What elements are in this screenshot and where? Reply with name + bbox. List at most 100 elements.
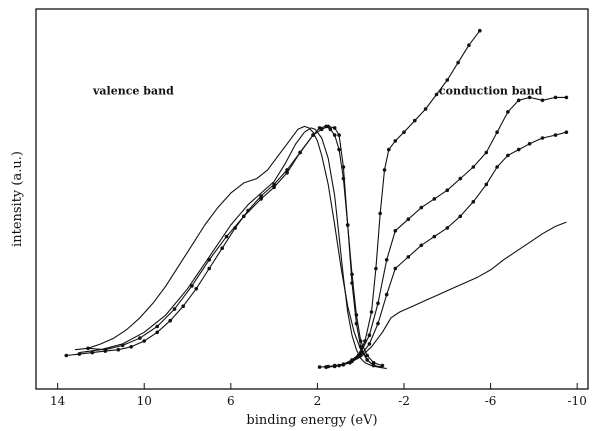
data-point <box>142 339 146 343</box>
data-point <box>341 165 346 169</box>
data-point <box>456 60 460 65</box>
data-point <box>129 345 133 349</box>
x-tick-label: 2 <box>314 394 322 408</box>
data-point <box>553 133 558 137</box>
data-point <box>540 98 545 103</box>
data-point <box>317 126 322 130</box>
series-7 <box>324 130 569 369</box>
data-point <box>259 197 263 201</box>
data-point <box>103 349 108 353</box>
data-point <box>471 200 476 204</box>
x-tick-label: -6 <box>485 394 497 408</box>
series-line <box>326 131 567 368</box>
x-tick-label: -2 <box>398 394 410 408</box>
data-point <box>434 92 439 97</box>
data-point <box>467 43 471 47</box>
data-point <box>350 272 354 277</box>
series-6 <box>324 95 569 369</box>
data-point <box>406 217 411 221</box>
data-point <box>207 266 211 271</box>
data-point <box>376 321 380 326</box>
data-point <box>155 330 159 335</box>
data-point <box>233 226 237 230</box>
data-point <box>432 197 437 201</box>
data-point <box>190 284 194 288</box>
data-point <box>495 165 499 169</box>
data-point <box>419 205 424 210</box>
data-point <box>341 176 346 181</box>
annotation-valence-band: valence band <box>92 85 174 98</box>
data-point <box>181 304 185 309</box>
data-point <box>384 258 389 262</box>
data-point <box>371 363 376 368</box>
annotation-conduction-band: conduction band <box>439 85 543 98</box>
data-point <box>285 171 289 175</box>
series-line <box>326 221 567 368</box>
data-point <box>365 353 370 358</box>
data-point <box>285 168 289 172</box>
data-point <box>172 307 177 311</box>
data-point <box>413 118 417 123</box>
data-point <box>246 208 250 213</box>
data-point <box>516 98 521 103</box>
series-4 <box>64 124 385 368</box>
data-point <box>194 287 198 291</box>
data-point <box>564 95 569 100</box>
data-point <box>324 124 328 129</box>
data-point <box>120 343 125 348</box>
data-point <box>337 133 341 137</box>
data-point <box>484 150 489 155</box>
data-point <box>345 223 350 227</box>
data-point <box>155 324 159 329</box>
data-point <box>553 95 558 100</box>
data-point <box>393 229 398 233</box>
series-2 <box>79 127 387 370</box>
series-line <box>326 96 567 368</box>
data-point <box>458 176 463 181</box>
plot-frame <box>35 8 589 390</box>
data-point <box>387 147 391 152</box>
data-point <box>484 182 489 187</box>
data-point <box>527 142 532 146</box>
data-point <box>207 258 211 262</box>
data-point <box>272 182 276 187</box>
data-point <box>220 246 224 250</box>
data-point <box>332 133 337 137</box>
x-tick-label: -10 <box>568 394 587 408</box>
data-point <box>371 361 376 365</box>
data-point <box>328 127 333 132</box>
data-point <box>478 28 482 33</box>
data-point <box>516 147 521 152</box>
data-point <box>311 133 315 137</box>
x-tick-label: 14 <box>50 394 66 408</box>
data-point <box>337 147 341 152</box>
data-point <box>298 150 302 155</box>
x-axis-title: binding energy (eV) <box>246 413 377 428</box>
data-point <box>393 139 398 143</box>
data-point <box>393 266 398 271</box>
data-point <box>445 226 450 230</box>
data-point <box>90 350 95 355</box>
y-axis-title: intensity (a.u.) <box>10 151 25 247</box>
data-point <box>354 313 359 317</box>
series-layer <box>64 28 569 370</box>
data-point <box>224 234 229 239</box>
data-point <box>419 243 424 248</box>
series-8 <box>326 221 567 368</box>
data-point <box>506 153 510 158</box>
data-point <box>86 346 90 351</box>
x-tick-label: 10 <box>137 394 152 408</box>
data-point <box>458 214 463 219</box>
x-axis-ticks: 14 10 6 2 -2 -6 -10 <box>50 383 587 408</box>
data-point <box>369 310 374 314</box>
data-point <box>259 194 263 198</box>
x-tick-label: 6 <box>227 394 235 408</box>
data-point <box>317 365 322 369</box>
data-point <box>402 130 406 134</box>
data-point <box>382 168 387 172</box>
data-point <box>471 165 476 169</box>
data-point <box>445 188 450 192</box>
data-point <box>432 234 437 239</box>
data-point <box>332 126 337 130</box>
data-point <box>138 336 142 340</box>
